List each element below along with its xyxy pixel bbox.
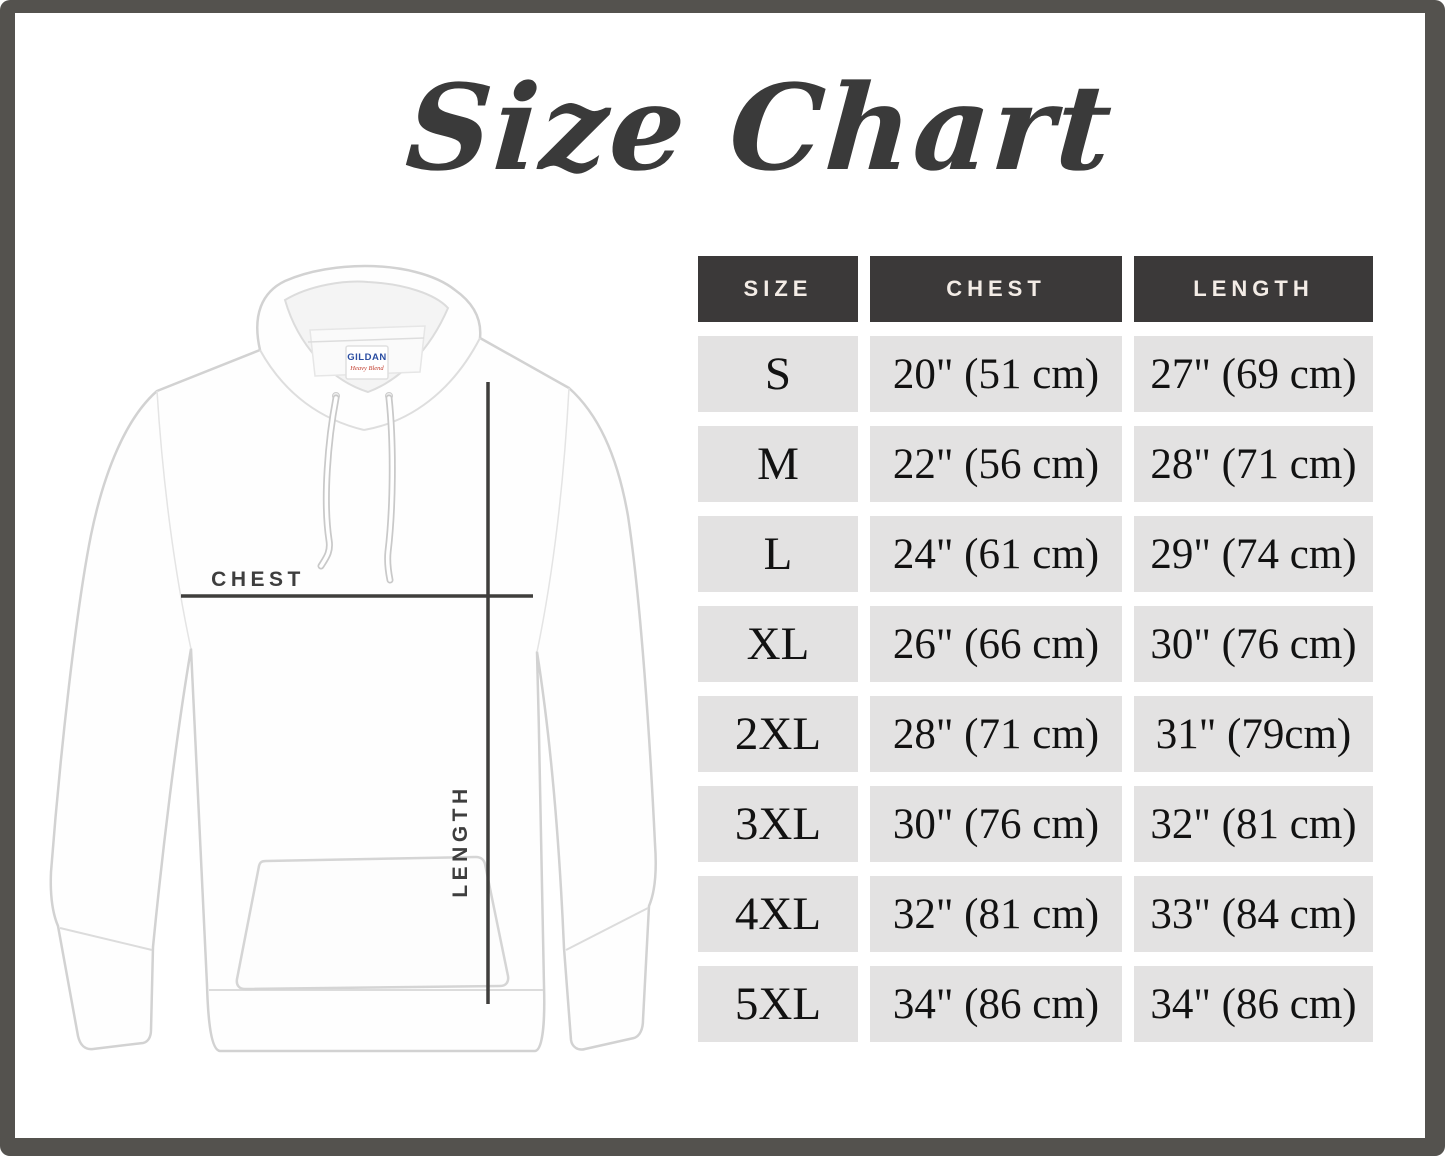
length-cell: 34" (86 cm) bbox=[1134, 966, 1373, 1042]
size-cell: 4XL bbox=[698, 876, 858, 952]
chest-cell: 32" (81 cm) bbox=[870, 876, 1122, 952]
length-cell: 30" (76 cm) bbox=[1134, 606, 1373, 682]
length-cell: 27" (69 cm) bbox=[1134, 336, 1373, 412]
hood-drape-seam-left bbox=[259, 349, 365, 431]
neck-tag-brand: GILDAN bbox=[347, 352, 386, 363]
neck-tag-line: Heavy Blend bbox=[349, 365, 384, 372]
column-header-chest: CHEST bbox=[870, 256, 1122, 322]
chest-cell: 28" (71 cm) bbox=[870, 696, 1122, 772]
neck-tag bbox=[345, 345, 389, 380]
size-table: SIZE CHEST LENGTH S 20" (51 cm) 27" (69 … bbox=[698, 256, 1373, 1042]
cuff-seam-left bbox=[59, 927, 153, 951]
column-header-size: SIZE bbox=[698, 256, 858, 322]
size-cell: M bbox=[698, 426, 858, 502]
hood-drape-seam-right bbox=[363, 337, 481, 431]
length-cell: 32" (81 cm) bbox=[1134, 786, 1373, 862]
drawstring-right-highlight bbox=[385, 396, 395, 582]
chest-cell: 24" (61 cm) bbox=[870, 516, 1122, 592]
chest-cell: 20" (51 cm) bbox=[870, 336, 1122, 412]
chest-label: CHEST bbox=[211, 568, 305, 591]
length-label: LENGTH bbox=[449, 784, 472, 897]
length-cell: 33" (84 cm) bbox=[1134, 876, 1373, 952]
length-cell: 28" (71 cm) bbox=[1134, 426, 1373, 502]
armhole-seam-right bbox=[536, 387, 570, 653]
length-cell: 31" (79cm) bbox=[1134, 696, 1373, 772]
size-cell: L bbox=[698, 516, 858, 592]
size-cell: 5XL bbox=[698, 966, 858, 1042]
size-cell: XL bbox=[698, 606, 858, 682]
chest-cell: 26" (66 cm) bbox=[870, 606, 1122, 682]
size-cell: S bbox=[698, 336, 858, 412]
armhole-seam-left bbox=[156, 390, 192, 650]
chest-cell: 34" (86 cm) bbox=[870, 966, 1122, 1042]
neck-seam bbox=[307, 337, 425, 343]
chest-cell: 30" (76 cm) bbox=[870, 786, 1122, 862]
size-cell: 2XL bbox=[698, 696, 858, 772]
column-header-length: LENGTH bbox=[1134, 256, 1373, 322]
chest-cell: 22" (56 cm) bbox=[870, 426, 1122, 502]
cuff-seam-right bbox=[565, 907, 649, 951]
size-cell: 3XL bbox=[698, 786, 858, 862]
kangaroo-pocket bbox=[235, 855, 510, 991]
drawstring-left-highlight bbox=[319, 396, 338, 568]
page-title: Size Chart bbox=[402, 57, 1118, 197]
length-cell: 29" (74 cm) bbox=[1134, 516, 1373, 592]
